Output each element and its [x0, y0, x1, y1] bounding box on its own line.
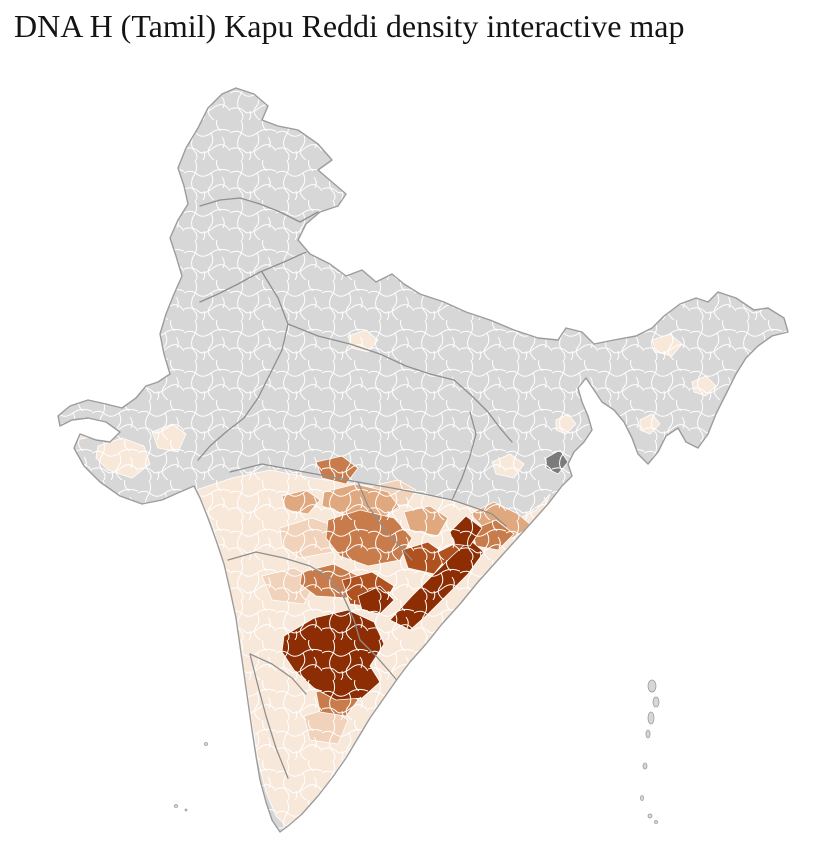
lakshadweep-islands[interactable]: [174, 742, 208, 812]
district-borders-overlay: [58, 88, 788, 832]
state-boundaries: [197, 197, 513, 779]
andaman-nicobar-islands[interactable]: [640, 679, 660, 824]
page-title: DNA H (Tamil) Kapu Reddi density interac…: [14, 8, 685, 44]
